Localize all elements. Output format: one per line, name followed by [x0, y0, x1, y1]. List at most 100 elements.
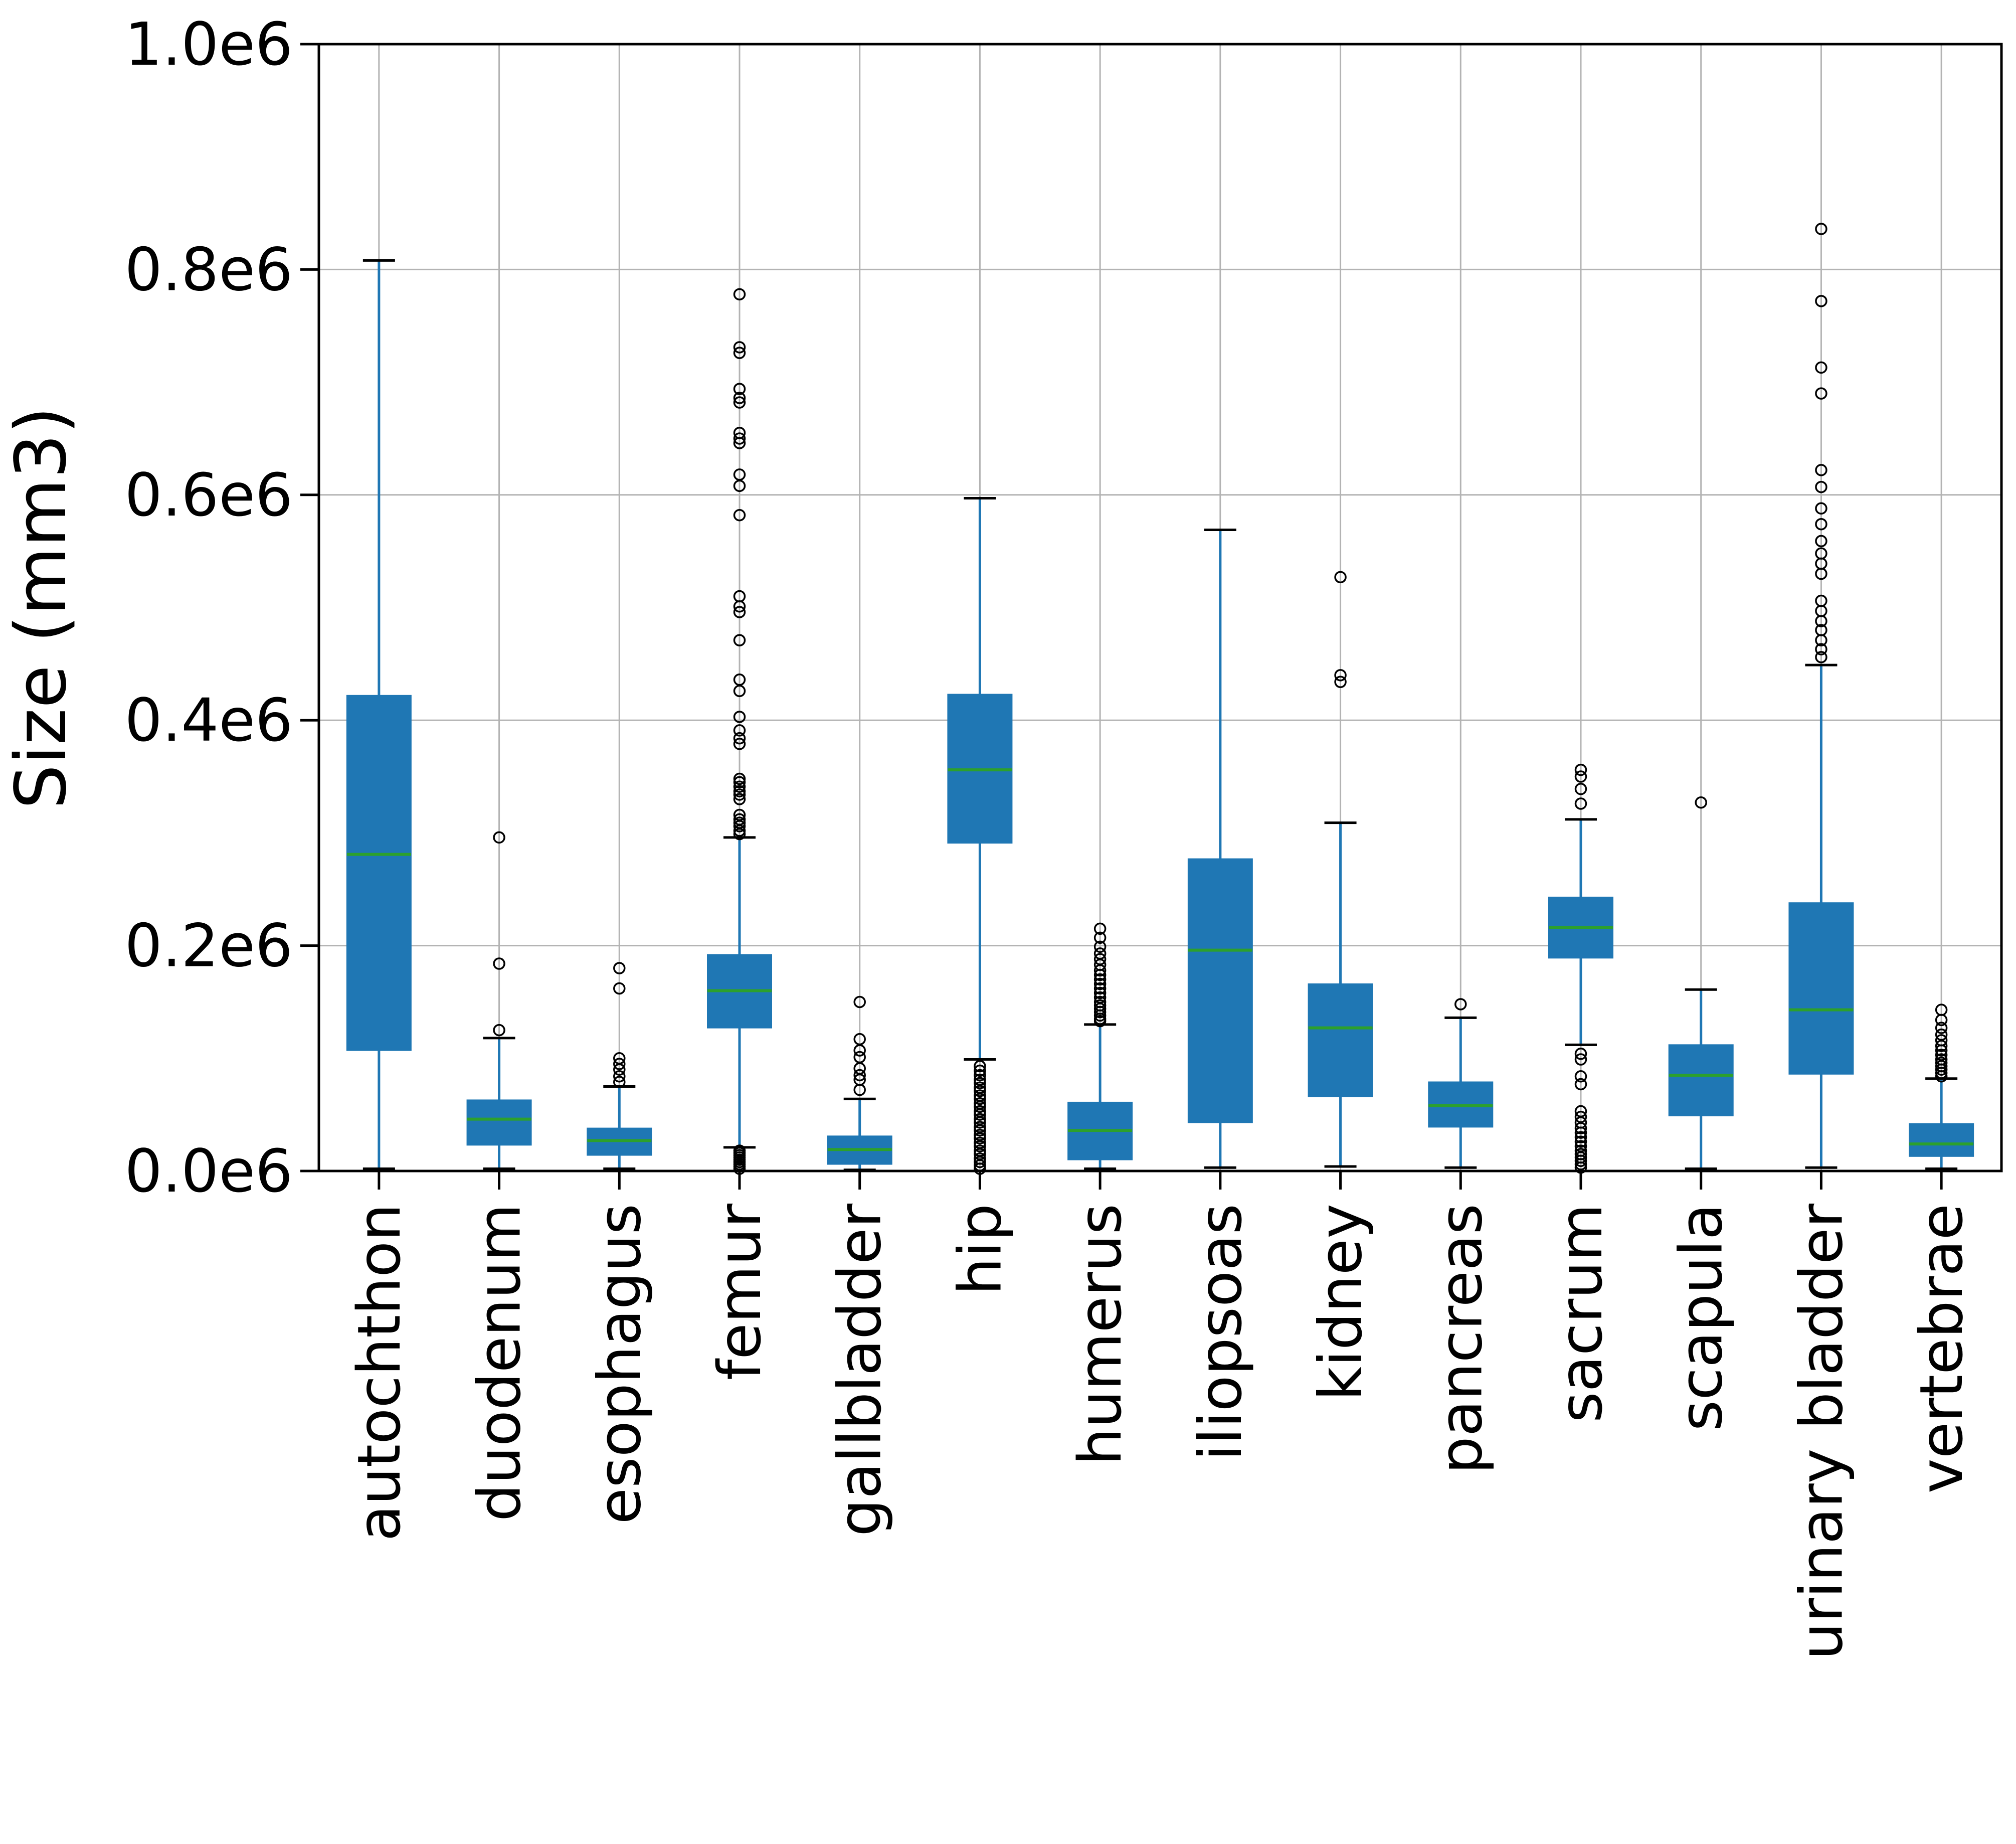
outlier-point	[1935, 1063, 1948, 1076]
iqr-box	[1187, 858, 1253, 1123]
outlier-point	[1574, 797, 1587, 810]
outlier-point	[733, 738, 746, 750]
axes-frame	[317, 43, 2003, 1172]
outlier-point	[974, 1069, 986, 1082]
outlier-point	[1574, 1135, 1587, 1148]
outlier-point	[733, 724, 746, 737]
outlier-point	[733, 479, 746, 492]
outlier-point	[493, 831, 505, 844]
outlier-point	[974, 1092, 986, 1105]
outlier-point	[1574, 1126, 1587, 1139]
outlier-point	[1815, 223, 1827, 235]
y-tick-label: 0.2e6	[125, 911, 293, 980]
box-humerus	[1067, 922, 1133, 1170]
x-tick-label: iliopsoas	[1186, 1204, 1255, 1461]
outlier-point	[1093, 982, 1107, 995]
outlier-point	[1815, 464, 1827, 476]
box-pancreas	[1428, 998, 1494, 1169]
outlier-point	[1815, 295, 1827, 307]
y-tick-label: 0.4e6	[125, 686, 293, 755]
outlier-point	[733, 785, 746, 798]
outlier-point	[1935, 1040, 1948, 1052]
outlier-point	[733, 606, 746, 618]
outlier-point	[733, 827, 746, 841]
outlier-point	[1574, 1048, 1587, 1060]
outlier-point	[733, 788, 746, 801]
y-axis: 0.0e6 0.2e6 0.4e6 0.6e6 0.8e6 1.0e6	[125, 10, 319, 1206]
outlier-point	[1093, 1015, 1107, 1028]
outlier-point	[853, 1044, 866, 1057]
box-vertebrae	[1909, 1003, 1974, 1170]
box-scapula	[1668, 796, 1734, 1170]
outlier-point	[1815, 651, 1827, 663]
outlier-point	[493, 957, 505, 970]
iqr-box	[1909, 1123, 1974, 1157]
box-urinary-bladder	[1788, 223, 1854, 1169]
plot-frame	[317, 43, 2003, 1172]
outlier-point	[1935, 1067, 1948, 1079]
outlier-point	[613, 1076, 626, 1088]
box-hip	[947, 497, 1013, 1175]
outlier-point	[1815, 518, 1827, 531]
outlier-point	[1093, 964, 1107, 977]
outlier-point	[733, 288, 746, 301]
y-axis-title: Size (mm3)	[1, 407, 82, 809]
y-tick-label: 1.0e6	[125, 10, 293, 79]
gridlines	[319, 43, 2001, 1172]
boxplot-series	[346, 223, 1974, 1175]
outlier-point	[974, 1132, 986, 1145]
x-tick-label: humerus	[1065, 1204, 1135, 1465]
outlier-point	[853, 1083, 866, 1096]
outlier-point	[1574, 1154, 1587, 1167]
x-tick-label: sacrum	[1546, 1204, 1615, 1423]
outlier-point	[1815, 387, 1827, 400]
y-tick-label: 0.6e6	[125, 460, 293, 530]
outlier-point	[733, 392, 746, 404]
outlier-point	[1574, 1158, 1587, 1170]
outlier-point	[1093, 922, 1107, 935]
outlier-point	[1454, 998, 1467, 1011]
box-autochthon	[346, 259, 412, 1170]
outlier-point	[1935, 1044, 1948, 1057]
outlier-point	[733, 820, 746, 832]
outlier-point	[1574, 1122, 1587, 1134]
x-tick-label: hip	[945, 1204, 1014, 1295]
outlier-point	[1574, 1078, 1587, 1091]
outlier-point	[1935, 1014, 1948, 1027]
box-sacrum	[1548, 763, 1613, 1174]
box-gallbladder	[827, 995, 892, 1171]
outlier-point	[1574, 763, 1587, 776]
outlier-point	[613, 1058, 626, 1070]
x-tick-label: pancreas	[1426, 1204, 1495, 1474]
x-tick-label: kidney	[1306, 1204, 1375, 1401]
iqr-box	[1308, 983, 1373, 1097]
x-tick-label: femur	[705, 1204, 774, 1381]
outlier-point	[733, 600, 746, 613]
outlier-point	[853, 1069, 866, 1082]
outlier-point	[974, 1140, 986, 1152]
outlier-point	[1935, 1022, 1948, 1034]
outlier-point	[733, 347, 746, 359]
outlier-point	[1334, 669, 1347, 682]
outlier-point	[613, 1070, 626, 1083]
x-tick-label: vertebrae	[1907, 1204, 1976, 1493]
outlier-point	[613, 1063, 626, 1076]
outlier-point	[974, 1155, 986, 1168]
outlier-point	[1093, 986, 1107, 999]
outlier-point	[733, 772, 746, 785]
outlier-point	[1815, 615, 1827, 627]
outlier-point	[733, 341, 746, 354]
iqr-box	[466, 1099, 532, 1146]
outlier-point	[1815, 480, 1827, 493]
box-duodenum	[466, 831, 532, 1170]
outlier-point	[733, 776, 746, 789]
outlier-point	[733, 685, 746, 698]
outlier-point	[733, 396, 746, 409]
outlier-point	[1574, 1070, 1587, 1083]
x-tick-label: autochthon	[344, 1204, 414, 1541]
outlier-point	[493, 1024, 505, 1037]
outlier-point	[974, 1077, 986, 1089]
outlier-point	[613, 982, 626, 995]
outlier-point	[1093, 977, 1107, 990]
